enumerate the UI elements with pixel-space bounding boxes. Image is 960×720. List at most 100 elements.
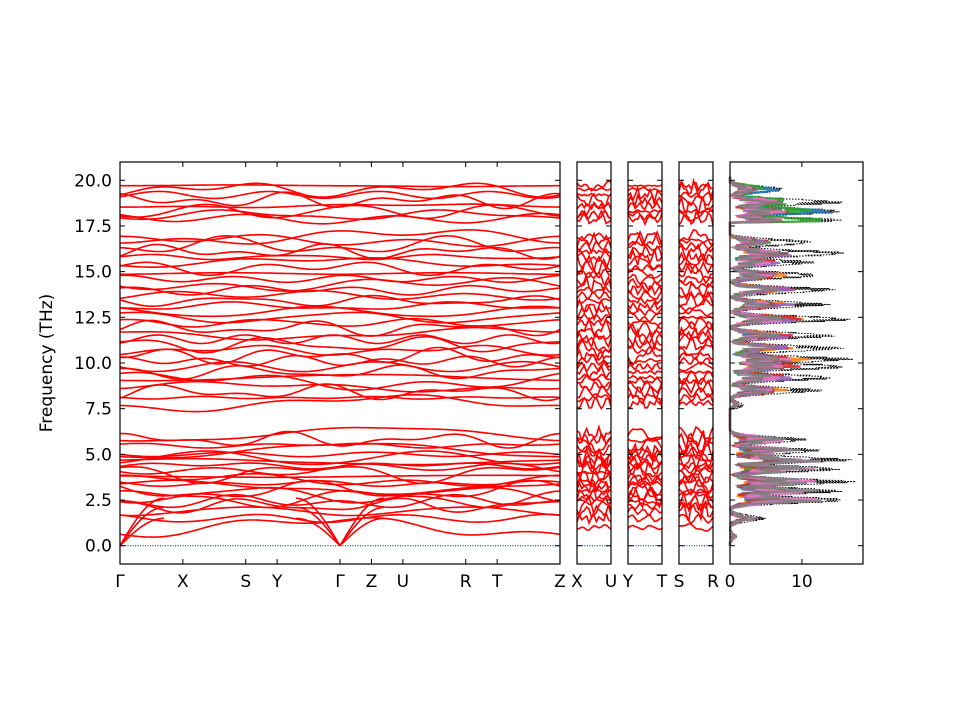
band-line xyxy=(678,275,714,284)
band-line xyxy=(627,385,663,400)
band-line xyxy=(627,374,663,381)
band-line xyxy=(119,190,561,200)
band-line xyxy=(119,479,561,498)
band-line xyxy=(627,268,663,279)
band-line xyxy=(119,479,561,496)
band-line xyxy=(576,187,612,192)
band-line xyxy=(678,191,714,199)
band-line xyxy=(119,335,561,354)
band-line xyxy=(576,331,612,349)
band-line xyxy=(576,232,612,242)
band-line xyxy=(576,424,612,445)
y-tick-label: 2.5 xyxy=(85,491,112,511)
band-line xyxy=(678,487,714,495)
band-line xyxy=(678,177,714,202)
band-line xyxy=(119,393,561,413)
band-line xyxy=(678,377,714,385)
band-line xyxy=(678,238,714,244)
band-line xyxy=(576,476,612,491)
path-label: T xyxy=(656,572,668,592)
band-line xyxy=(119,243,561,260)
band-line xyxy=(678,279,714,290)
band-line xyxy=(576,459,612,476)
band-line xyxy=(627,451,663,465)
band-lines-layer xyxy=(119,177,714,547)
y-tick-label: 5.0 xyxy=(85,445,112,465)
band-line xyxy=(627,345,663,367)
band-line xyxy=(627,192,663,208)
band-line xyxy=(120,184,560,188)
band-line xyxy=(627,524,663,531)
band-line xyxy=(678,195,714,216)
band-line xyxy=(119,261,561,277)
acoustic-band-line xyxy=(339,517,385,547)
band-line xyxy=(576,472,612,488)
path-label: Y xyxy=(622,572,634,592)
acoustic-band-line xyxy=(119,517,165,547)
band-line xyxy=(576,393,612,403)
band-line xyxy=(627,315,663,330)
band-line xyxy=(576,179,612,192)
band-line xyxy=(627,436,663,444)
path-label: Γ xyxy=(115,572,125,592)
band-line xyxy=(576,192,612,198)
band-line xyxy=(627,284,663,296)
band-line xyxy=(627,475,663,485)
band-line xyxy=(576,444,612,458)
band-line xyxy=(120,229,561,245)
band-line xyxy=(627,327,663,352)
band-line xyxy=(119,426,561,442)
band-line xyxy=(119,191,561,210)
band-line xyxy=(627,185,663,205)
band-line xyxy=(119,493,560,509)
band-line xyxy=(119,479,561,488)
band-line xyxy=(678,298,714,315)
band-line xyxy=(576,339,612,362)
band-line xyxy=(576,396,612,411)
band-line xyxy=(678,499,714,512)
band-line xyxy=(119,212,561,225)
band-line xyxy=(120,233,561,248)
band-line xyxy=(678,522,714,533)
band-line xyxy=(678,195,714,207)
band-line xyxy=(627,184,663,188)
band-line xyxy=(627,442,663,460)
band-line xyxy=(576,251,612,263)
band-line xyxy=(627,255,663,270)
acoustic-band-line xyxy=(295,517,341,547)
band-line xyxy=(576,347,612,364)
band-line xyxy=(119,472,560,487)
band-line xyxy=(576,524,612,531)
path-label: U xyxy=(397,572,409,592)
path-label: S xyxy=(674,572,685,592)
band-line xyxy=(119,395,561,400)
band-line xyxy=(627,209,663,214)
band-line xyxy=(576,247,612,256)
band-line xyxy=(678,228,714,246)
band-line xyxy=(119,360,561,373)
band-line xyxy=(627,201,663,211)
band-line xyxy=(576,231,612,248)
band-line xyxy=(119,442,561,449)
band-line xyxy=(576,374,612,389)
band-line xyxy=(627,362,663,372)
band-line xyxy=(678,351,714,361)
band-line xyxy=(678,437,714,458)
band-line xyxy=(576,447,612,469)
band-line xyxy=(678,179,714,193)
band-line xyxy=(119,474,560,479)
dos-projected-line xyxy=(728,176,822,546)
band-line xyxy=(576,319,612,327)
band-line xyxy=(119,294,561,308)
band-line xyxy=(627,428,663,441)
band-line xyxy=(627,321,663,336)
band-line xyxy=(576,192,612,207)
path-label: Γ xyxy=(335,572,345,592)
band-line xyxy=(627,380,663,394)
band-line xyxy=(678,356,714,366)
band-line xyxy=(576,271,612,287)
dos-x-tick-label: 0 xyxy=(725,572,736,592)
band-line xyxy=(120,271,560,276)
y-tick-label: 17.5 xyxy=(74,217,112,237)
